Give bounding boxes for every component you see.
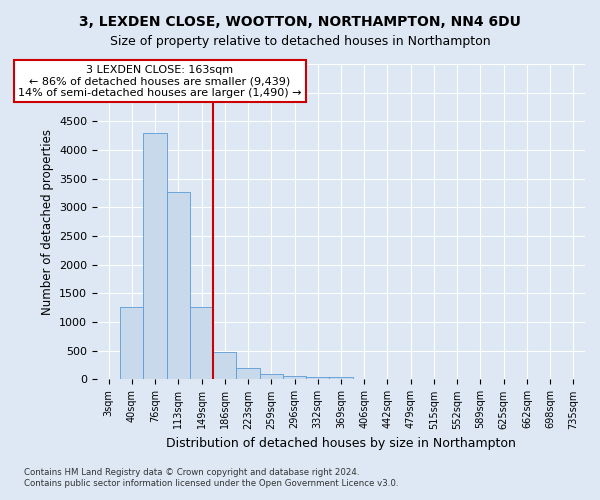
Text: Size of property relative to detached houses in Northampton: Size of property relative to detached ho… xyxy=(110,35,490,48)
Bar xyxy=(283,376,306,380)
Bar xyxy=(260,374,283,380)
Text: Contains HM Land Registry data © Crown copyright and database right 2024.
Contai: Contains HM Land Registry data © Crown c… xyxy=(24,468,398,487)
Bar xyxy=(306,376,329,380)
Bar xyxy=(190,306,213,380)
Text: 3, LEXDEN CLOSE, WOOTTON, NORTHAMPTON, NN4 6DU: 3, LEXDEN CLOSE, WOOTTON, NORTHAMPTON, N… xyxy=(79,15,521,29)
Bar xyxy=(167,192,190,380)
Bar xyxy=(213,352,236,380)
Text: 3 LEXDEN CLOSE: 163sqm
← 86% of detached houses are smaller (9,439)
14% of semi-: 3 LEXDEN CLOSE: 163sqm ← 86% of detached… xyxy=(18,64,301,98)
Bar xyxy=(329,376,353,380)
Bar xyxy=(236,368,260,380)
Y-axis label: Number of detached properties: Number of detached properties xyxy=(41,128,53,314)
X-axis label: Distribution of detached houses by size in Northampton: Distribution of detached houses by size … xyxy=(166,437,516,450)
Bar xyxy=(143,133,167,380)
Bar xyxy=(120,306,143,380)
